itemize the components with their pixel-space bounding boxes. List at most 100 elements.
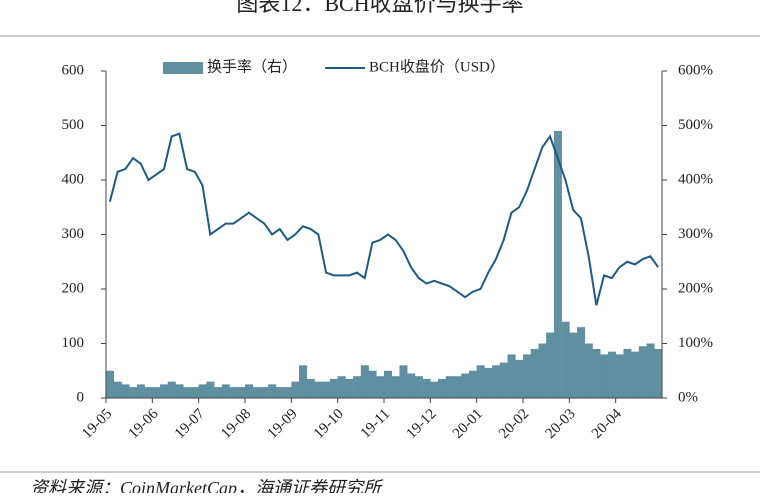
turnover-bar [160,384,169,398]
y2-tick-label: 300% [678,226,713,242]
turnover-bar [476,365,485,398]
x-tick-label: 20-04 [589,406,625,442]
turnover-bar [399,365,408,398]
turnover-bar [507,354,516,398]
legend-label: BCH收盘价（USD） [369,57,505,75]
turnover-bar [252,387,261,398]
y2-tick-label: 0% [678,389,698,405]
turnover-bar [468,370,477,398]
turnover-bar [229,387,238,398]
turnover-bar [391,376,400,398]
turnover-bar [237,387,246,398]
turnover-bar [584,343,593,398]
y2-tick-label: 200% [678,280,713,296]
turnover-bar [553,130,562,398]
turnover-bar [136,384,145,398]
turnover-bar [175,384,184,398]
turnover-bar [638,346,647,398]
turnover-bar [422,378,431,398]
turnover-bar [561,321,570,398]
turnover-bar [152,387,161,398]
turnover-bar [144,387,153,398]
turnover-bar [492,365,501,398]
x-tick-label: 19-11 [358,406,394,442]
x-tick-label: 19-09 [265,406,301,442]
y-tick-label: 200 [62,280,85,296]
x-tick-label: 19-08 [218,406,254,442]
y-tick-label: 0 [77,389,85,405]
turnover-bar [523,354,532,398]
turnover-bar [569,332,578,398]
turnover-bar [414,376,423,398]
x-tick-label: 19-10 [311,406,347,442]
turnover-bar [245,384,254,398]
turnover-bar [592,348,601,398]
turnover-bar [183,387,192,398]
turnover-bar [329,378,338,398]
y2-tick-label: 400% [678,171,713,187]
turnover-bar [484,368,493,398]
turnover-bar [438,378,447,398]
x-tick-label: 19-05 [79,406,115,442]
turnover-bar [291,381,300,398]
turnover-bar [190,387,199,398]
x-tick-label: 19-12 [404,406,440,442]
x-tick-label: 19-07 [172,406,208,442]
y2-tick-label: 500% [678,117,713,133]
turnover-bar [345,378,354,398]
turnover-bar [430,381,439,398]
y-tick-label: 600 [62,62,85,78]
turnover-bar [306,378,315,398]
x-tick-label: 20-02 [496,406,532,442]
turnover-bar [113,381,122,398]
legend-label: 换手率（右） [207,58,297,75]
turnover-bar [337,376,346,398]
turnover-bar [646,343,655,398]
turnover-bar [453,376,462,398]
y2-tick-label: 600% [678,62,713,78]
turnover-bar [499,362,508,398]
turnover-bar [214,387,223,398]
x-tick-label: 19-06 [126,406,162,442]
turnover-bar [121,384,130,398]
turnover-bar [600,354,609,398]
turnover-bar [106,370,115,398]
turnover-bar [206,381,215,398]
turnover-bar [299,365,308,398]
turnover-bar [198,384,207,398]
y2-tick-label: 100% [678,335,713,351]
turnover-bar [314,381,323,398]
turnover-bar [445,376,454,398]
turnover-bar [368,370,377,398]
turnover-bar [631,351,640,398]
price-line [108,132,659,306]
turnover-bar [623,348,632,398]
turnover-bar [538,343,547,398]
turnover-bar [322,381,331,398]
turnover-bar [353,376,362,398]
turnover-bar [221,384,230,398]
turnover-bar [577,327,586,398]
turnover-bar [407,373,416,398]
source-note: 资料来源：CoinMarketCap，海通证券研究所 [30,478,384,493]
x-tick-label: 20-03 [543,406,579,442]
turnover-bar [384,370,393,398]
turnover-bar [360,365,369,398]
turnover-bar [530,348,539,398]
turnover-bar [461,373,470,398]
turnover-bar [275,387,284,398]
legend-swatch [163,62,203,74]
x-tick-label: 20-01 [450,406,486,442]
turnover-bar [167,381,176,398]
turnover-bar [260,387,269,398]
y-tick-label: 100 [62,335,85,351]
y-tick-label: 500 [62,117,85,133]
y-tick-label: 300 [62,226,85,242]
turnover-bar [129,387,138,398]
turnover-bar [376,376,385,398]
turnover-bar [268,384,277,398]
turnover-bar [654,348,663,398]
turnover-bar [615,354,624,398]
